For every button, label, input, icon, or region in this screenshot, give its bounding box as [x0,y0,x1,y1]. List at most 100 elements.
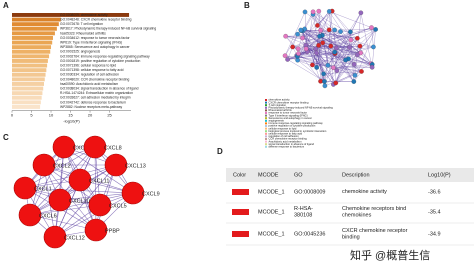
bar-label: GO:0048020: CCR chemokine receptor bindi… [60,77,129,81]
node [88,193,112,217]
bar-label: GO:0001819: positive regulation of cytok… [60,59,140,63]
legend-label: positive regulation of cytokine producti… [269,124,316,128]
legend-swatch [265,122,267,125]
node-label: CXCL11 [89,178,109,184]
edge [54,164,117,238]
bar-label: hsa00590: Arachidonic acid metabolism [60,82,118,86]
node [355,52,360,58]
bar [12,49,51,54]
edge [335,59,346,84]
table-header-bg [226,168,474,182]
edge [336,47,373,65]
node [283,33,288,39]
legend-swatch [265,145,267,148]
node [373,27,378,32]
edge [304,28,354,82]
edge [329,29,361,54]
bar-label: WP619: Type II interferon signaling (IFN… [60,41,122,45]
bar [12,77,45,82]
edge [328,29,334,85]
edge [335,58,349,84]
edge [292,36,320,48]
edge [334,29,373,65]
bar [12,95,42,100]
edge [333,67,362,72]
bar [12,72,46,77]
table-cell: GO:0045236 [294,231,326,237]
bar-label: WP3865: Senescence and autophagy in canc… [60,45,131,49]
table-cell: MCODE_1 [258,189,285,195]
node [310,62,315,68]
node [296,51,301,56]
legend-swatch [265,104,267,107]
node [347,45,352,50]
node [48,188,72,212]
bar-label: GO:0030334: regulation of cell adhesion [60,73,119,77]
bar [12,91,43,96]
legend-label: defense response to bacterium [269,144,305,148]
edge [324,53,336,86]
node [317,34,322,39]
node [316,8,322,14]
edge [320,70,337,82]
node [18,203,42,227]
edge [333,71,362,85]
node-label: CXCL13 [125,163,146,169]
bar [12,17,61,22]
bar-label: WP3617: Photodynamic therapy-induced NF-… [60,27,156,31]
bar [12,100,41,105]
x-tick-label: 25 [107,113,112,118]
table-cell: MCODE_1 [258,231,285,237]
edge [284,11,306,56]
legend-swatch [265,127,267,130]
legend-label: CXCR chemokine receptor binding [269,100,309,104]
edge [334,29,350,48]
node [295,31,300,37]
table-header: Log10(P) [428,172,451,178]
bar [12,13,130,17]
node [290,44,295,50]
edge [332,10,351,32]
x-axis-label: -log10(P) [63,119,80,124]
edge [320,29,376,82]
legend-label: response to tumor necrosis factor [269,111,308,115]
table-header: Description [342,172,370,178]
edge [307,11,314,52]
node [343,57,348,63]
legend-swatch [265,143,267,146]
x-tick-label: 5 [30,113,33,118]
node [300,35,305,41]
edge [317,25,361,54]
table-cell: CXCR chemokine receptor binding [342,228,408,241]
legend-label: Senescence and autophagy in cancer [269,116,313,120]
node [298,27,304,33]
node [320,40,325,46]
node [321,71,326,77]
legend-label: cellular response to fatty acid [269,131,303,135]
legend-label: signal transduction in absence of ligand [269,142,315,146]
node [310,9,316,15]
node [295,46,301,52]
bar-label: GO:0071396: cellular response to lipid [60,64,116,68]
edge [333,12,362,68]
edge [319,36,373,65]
legend-swatch [265,132,267,135]
legend-swatch [265,117,267,120]
edge [312,46,374,66]
node [285,57,290,62]
node [84,218,108,242]
node [43,225,67,249]
bar [12,31,55,36]
node-label: PPBP [105,228,120,234]
node [318,78,323,84]
node [352,73,358,78]
node [313,46,319,52]
legend-label: Type II interferon signaling (IFNG) [269,113,308,117]
bar-label: GO:0072678: T cell migration [60,22,103,26]
edge [334,47,350,53]
node-label: CXCL2 [53,163,71,169]
legend-swatch [265,99,267,101]
node [371,44,376,50]
bar-label: GO:0001525: angiogenesis [60,50,100,54]
color-swatch [232,189,249,195]
